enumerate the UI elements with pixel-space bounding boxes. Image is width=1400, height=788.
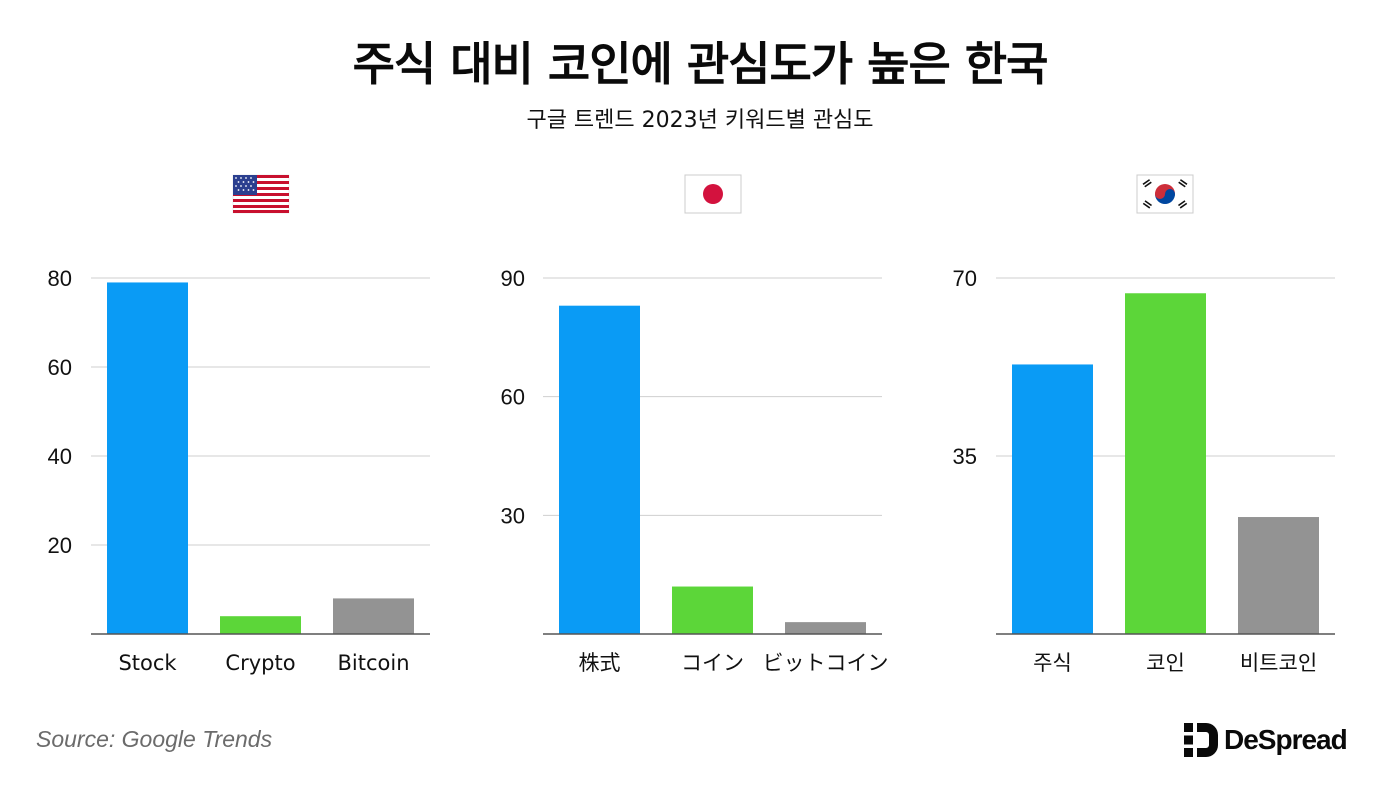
x-category-label: 株式 — [579, 651, 621, 675]
x-category-label: 주식 — [1033, 651, 1072, 675]
chart-panel-1: 20 40 60 80 Stock Crypto Bitcoin — [48, 266, 430, 675]
x-category-label: 코인 — [1146, 651, 1185, 675]
despread-logo-icon — [1184, 723, 1218, 757]
chart-panel-2: 30 60 90 株式 コイン ビットコイン — [501, 266, 889, 675]
bar-1 — [107, 282, 188, 634]
x-category-label: Stock — [118, 651, 177, 675]
x-category-label: ビットコイン — [763, 651, 889, 675]
x-category-label: コイン — [681, 651, 744, 675]
bar-2 — [220, 616, 301, 634]
y-tick-label: 80 — [48, 266, 72, 291]
y-tick-label: 90 — [501, 266, 525, 291]
bar-2 — [672, 586, 753, 634]
chart-subtitle: 구글 트렌드 2023년 키워드별 관심도 — [526, 108, 874, 133]
brand-logo-block: DeSpread — [1184, 722, 1348, 758]
y-tick-label: 60 — [48, 355, 72, 380]
y-tick-label: 70 — [953, 266, 977, 291]
bar-2 — [1125, 293, 1206, 634]
bar-3 — [785, 622, 866, 634]
y-tick-label: 20 — [48, 533, 72, 558]
x-category-label: Bitcoin — [337, 651, 409, 675]
source-note: Source: Google Trends — [36, 726, 273, 752]
bar-3 — [1238, 517, 1319, 634]
chart-title: 주식 대비 코인에 관심도가 높은 한국 — [352, 37, 1049, 91]
y-tick-label: 60 — [501, 385, 525, 410]
x-category-label: Crypto — [225, 651, 295, 675]
bar-1 — [559, 305, 640, 634]
us-flag-icon — [232, 174, 290, 214]
bar-3 — [333, 598, 414, 634]
chart-panel-3: 35 70 주식 코인 비트코인 — [953, 266, 1335, 675]
korea-flag-icon — [1136, 174, 1194, 214]
y-tick-label: 30 — [501, 503, 525, 528]
bar-1 — [1012, 364, 1093, 634]
y-tick-label: 40 — [48, 444, 72, 469]
japan-flag-icon — [684, 174, 742, 214]
brand-name: DeSpread — [1224, 724, 1348, 755]
charts-group: 20 40 60 80 Stock Crypto Bitcoin 30 60 90 株式 コイン ビット… — [48, 266, 1335, 675]
x-category-label: 비트코인 — [1240, 651, 1317, 675]
y-tick-label: 35 — [953, 444, 977, 469]
